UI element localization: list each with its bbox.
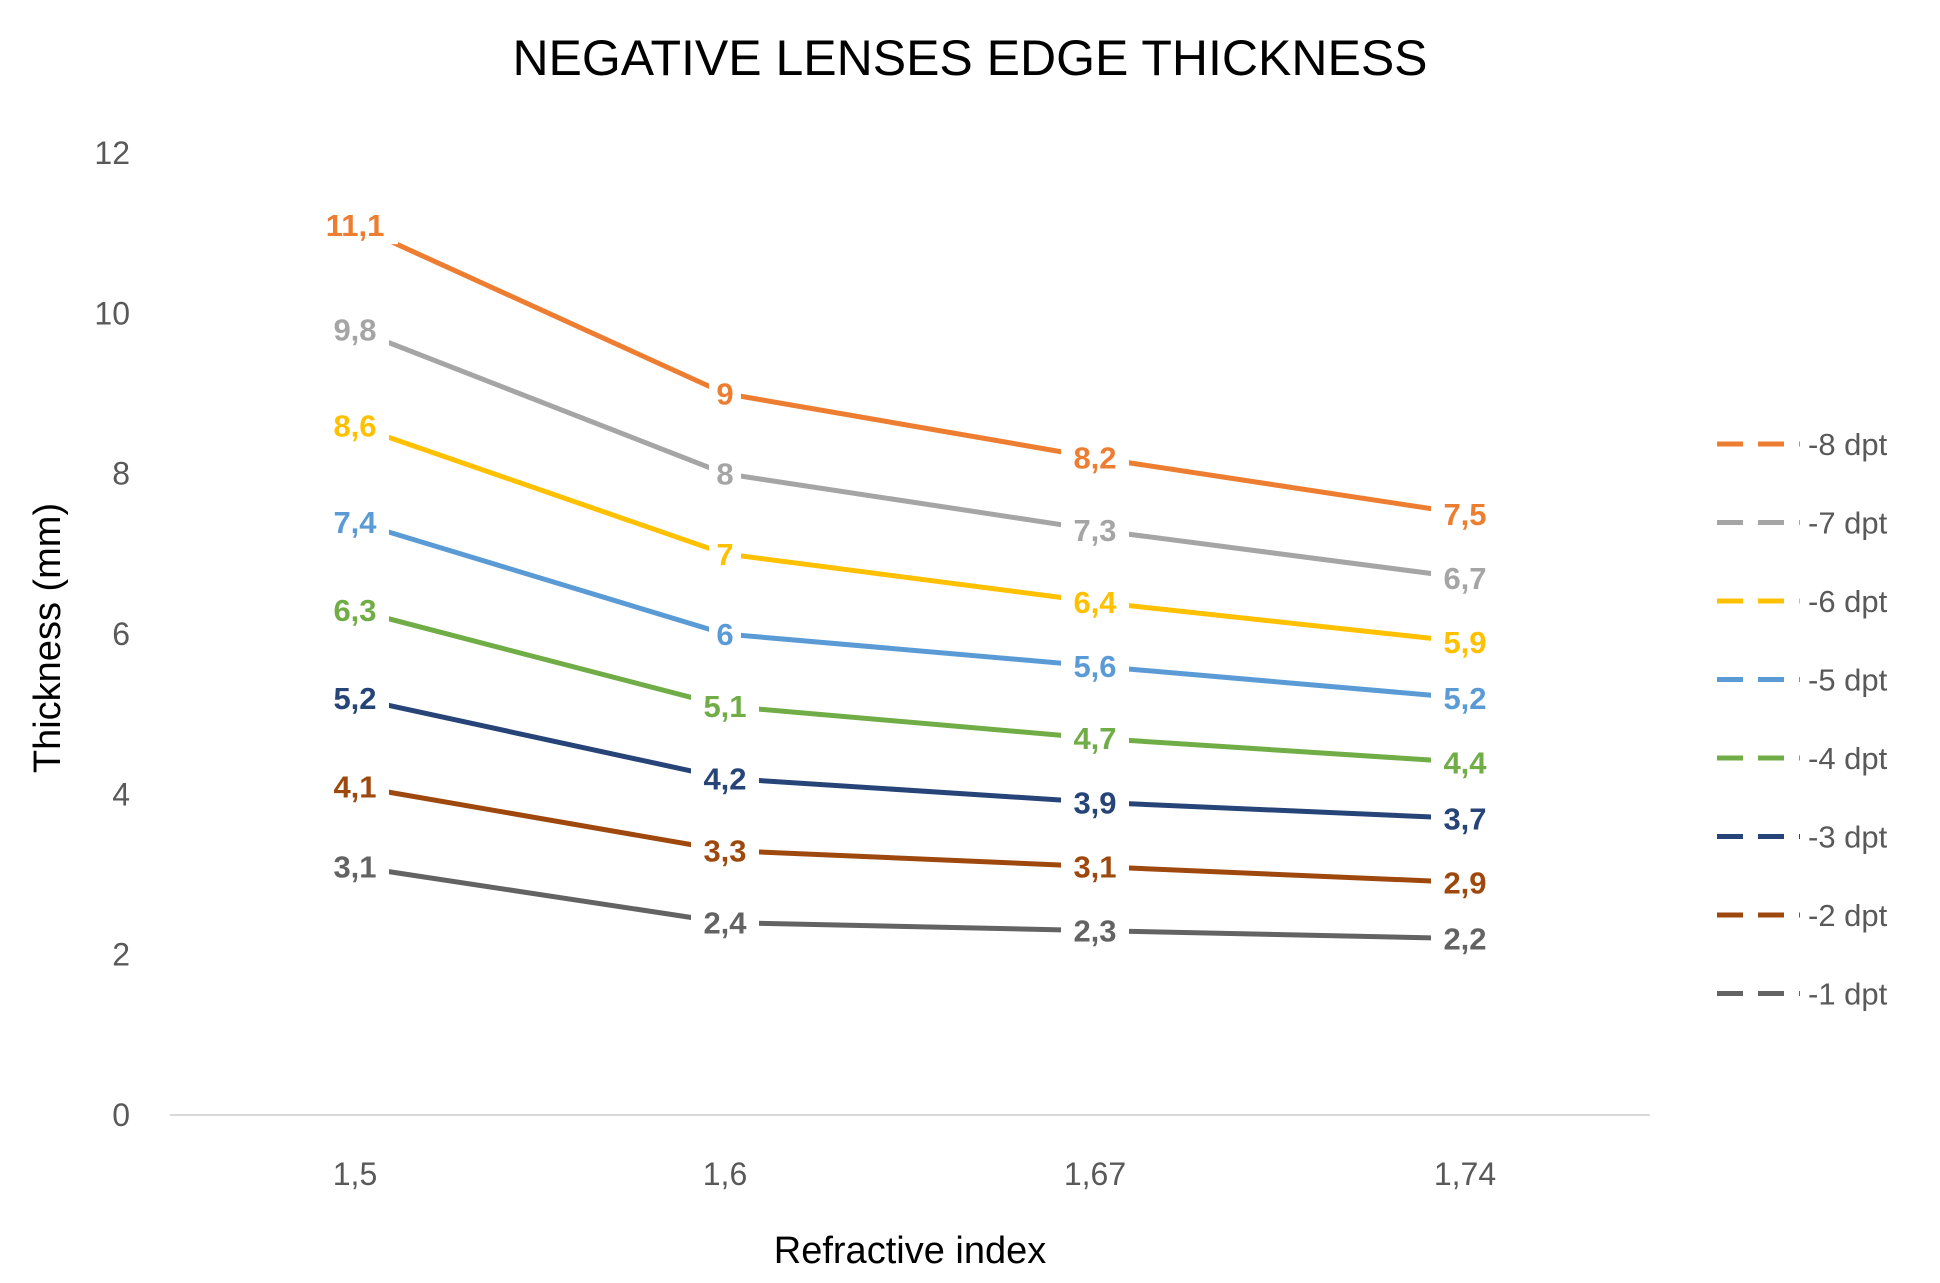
- series-line: [354, 519, 1466, 701]
- data-label-bg: [1061, 781, 1129, 822]
- data-label-bg: [1061, 909, 1129, 950]
- data-label-bg: [1061, 436, 1129, 477]
- x-tick-label: 1,74: [1434, 1156, 1496, 1192]
- data-label: 8,6: [333, 409, 376, 444]
- data-label-bg: [1431, 677, 1499, 718]
- chart-title: NEGATIVE LENSES EDGE THICKNESS: [512, 30, 1427, 86]
- y-tick-label: 8: [112, 456, 130, 492]
- data-label: 5,2: [1443, 681, 1486, 716]
- data-label: 4,7: [1073, 721, 1116, 756]
- data-label: 3,1: [333, 849, 376, 884]
- plot-area: 0 2 4 6 8 10 12 1,5 1,6 1,67 1,74 11,1 9 8,2 7,5 9,8 8 7,…: [94, 135, 1650, 1192]
- series-line: [354, 423, 1466, 645]
- data-label-bg: [1431, 917, 1499, 958]
- data-label: 3,7: [1443, 801, 1486, 836]
- series-line: [353, 222, 1466, 517]
- data-label: 6,4: [1073, 585, 1117, 620]
- legend-label: -8 dpt: [1808, 427, 1888, 462]
- series-line: [354, 695, 1466, 821]
- data-label: 3,1: [1073, 849, 1116, 884]
- y-tick-label: 12: [94, 135, 130, 171]
- y-tick-label: 4: [112, 776, 130, 812]
- data-label-bg: [709, 613, 741, 653]
- x-tick-label: 1,67: [1064, 1156, 1126, 1192]
- series-line: [354, 783, 1466, 885]
- y-tick-label: 0: [112, 1097, 130, 1133]
- data-label: 7,3: [1073, 513, 1116, 548]
- data-label: 8,2: [1073, 441, 1116, 476]
- data-label: 6,7: [1443, 561, 1486, 596]
- x-tick-label: 1,6: [703, 1156, 747, 1192]
- data-label-bg: [709, 372, 741, 413]
- data-label: 4,1: [333, 769, 376, 804]
- data-label-bg: [321, 404, 389, 445]
- data-label: 5,6: [1073, 649, 1116, 684]
- data-label-bg: [1061, 717, 1129, 758]
- y-tick-label: 2: [112, 937, 130, 973]
- data-label: 2,3: [1073, 914, 1116, 949]
- data-label: 4,2: [703, 761, 746, 796]
- data-label-bg: [321, 308, 389, 349]
- data-label-bg: [1061, 580, 1129, 621]
- data-label: 5,1: [703, 689, 746, 724]
- data-label-bg: [1061, 645, 1129, 686]
- data-label: 5,2: [333, 681, 376, 716]
- legend: -8 dpt -7 dpt -6 dpt -5 dpt -4 dpt -3 dpt -2 d…: [1717, 427, 1888, 1012]
- data-label: 7,4: [333, 505, 377, 540]
- data-label: 11,1: [326, 208, 385, 243]
- series-line: [354, 864, 1466, 942]
- data-label-bg: [1061, 508, 1129, 549]
- data-label-bg: [321, 588, 389, 629]
- data-label-bg: [1431, 797, 1499, 838]
- legend-label: -5 dpt: [1808, 663, 1888, 698]
- legend-label: -2 dpt: [1808, 898, 1888, 933]
- data-label: 2,9: [1443, 866, 1486, 901]
- x-tick-label: 1,5: [333, 1156, 377, 1192]
- legend-label: -4 dpt: [1808, 741, 1888, 776]
- y-tick-label: 10: [94, 295, 130, 331]
- data-label-bg: [1431, 556, 1499, 597]
- data-label: 3,9: [1073, 785, 1116, 820]
- data-label-bg: [709, 532, 741, 573]
- data-label-bg: [691, 829, 759, 870]
- data-label-bg: [321, 677, 389, 718]
- data-label-bg: [1061, 845, 1129, 886]
- data-label: 7,5: [1443, 497, 1486, 532]
- data-label: 6: [716, 617, 733, 652]
- data-label: 2,2: [1443, 922, 1486, 957]
- data-label: 2,4: [703, 906, 747, 941]
- data-label-bg: [709, 452, 741, 493]
- y-axis-title: Thickness (mm): [27, 503, 69, 773]
- series-line: [354, 327, 1466, 581]
- data-label: 8: [716, 457, 733, 492]
- data-label-bg: [691, 685, 759, 726]
- data-label-bg: [1431, 741, 1499, 782]
- data-label-bg: [691, 757, 759, 798]
- data-label-bg: [321, 500, 389, 541]
- series-line: [354, 607, 1466, 765]
- data-label: 3,3: [703, 833, 746, 868]
- data-label-bg: [321, 765, 389, 806]
- x-axis-title: Refractive index: [774, 1230, 1046, 1272]
- legend-label: -3 dpt: [1808, 820, 1888, 855]
- data-label-bg: [691, 901, 759, 942]
- data-label-bg: [1431, 621, 1499, 662]
- data-label-bg: [312, 204, 398, 245]
- data-label: 7: [716, 537, 733, 572]
- legend-label: -6 dpt: [1808, 584, 1888, 619]
- data-label-bg: [321, 845, 389, 886]
- data-label: 4,4: [1443, 745, 1487, 780]
- data-label: 6,3: [333, 593, 376, 628]
- data-label-bg: [1431, 492, 1499, 533]
- data-label-bg: [1431, 861, 1499, 902]
- y-tick-label: 6: [112, 616, 130, 652]
- data-label: 5,9: [1443, 625, 1486, 660]
- legend-label: -1 dpt: [1808, 977, 1888, 1012]
- legend-label: -7 dpt: [1808, 506, 1888, 541]
- data-label: 9,8: [333, 312, 376, 347]
- data-label: 9: [716, 377, 733, 412]
